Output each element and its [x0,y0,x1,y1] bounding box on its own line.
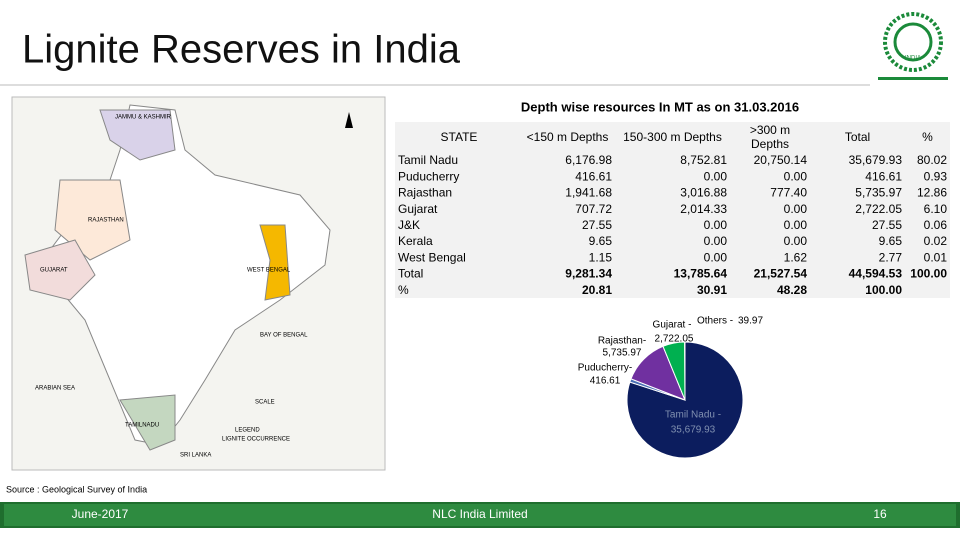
table-cell: 20,750.14 [754,153,808,167]
pie-chart: Tamil Nadu - 35,679.93 Puducherry- 416.61 Ra… [578,316,763,459]
table-cell: 0.00 [704,250,728,264]
table-cell: 416.61 [865,169,902,183]
title-rule [0,84,870,86]
map-label: TAMILNADU [125,423,159,429]
table-header: >300 m Depths [750,123,790,151]
table-cell: 416.61 [575,169,612,183]
table-cell: 27.55 [872,218,902,232]
table-cell: 100.00 [910,267,947,281]
logo-text: INDIA [905,56,921,62]
table-cell: 13,785.64 [674,267,728,281]
map-label: RAJASTHAN [88,218,124,224]
table-header: STATE [441,130,478,144]
pie-value-label: 416.61 [590,376,621,387]
table-cell: 777.40 [770,186,807,200]
table-header: 150-300 m Depths [623,130,722,144]
table-cell: 0.02 [924,234,948,248]
table-caption: Depth wise resources In MT as on 31.03.2… [521,99,799,114]
table-cell: 0.00 [784,234,808,248]
footer-inner [4,504,956,526]
table-bg [395,122,950,298]
map-label: GUJARAT [40,268,68,274]
table-cell: 1.62 [784,250,808,264]
map-label: SCALE [255,400,275,406]
table-cell: % [398,283,409,297]
table-cell: J&K [398,218,420,232]
pie-label: Gujarat - [653,320,692,331]
map-label: LEGEND [235,428,260,434]
table-cell: Tamil Nadu [398,153,458,167]
map-label: WEST BENGAL [247,268,291,274]
table-cell: 9,281.34 [565,267,612,281]
table-cell: 707.72 [575,202,612,216]
table-cell: 0.00 [784,169,808,183]
table-cell: 100.00 [865,283,902,297]
table-cell: 44,594.53 [849,267,903,281]
map: JAMMU & KASHMIR RAJASTHAN GUJARAT WEST B… [11,96,386,471]
map-label: BAY OF BENGAL [260,333,308,339]
table-cell: 2,014.33 [680,202,727,216]
table-cell: 30.91 [697,283,727,297]
map-label: JAMMU & KASHMIR [115,115,172,121]
table-cell: 12.86 [917,186,947,200]
table-cell: West Bengal [398,250,466,264]
pie-value-label: 39.97 [738,316,763,327]
title: Lignite Reserves in India [22,28,461,72]
table-cell: Puducherry [398,169,459,183]
table-cell: 0.00 [784,202,808,216]
table-header: % [922,130,933,144]
table-cell: 6,176.98 [565,153,612,167]
pie-value-label: 35,679.93 [671,425,716,436]
table-cell: 0.00 [784,218,808,232]
table-cell: Kerala [398,234,433,248]
map-label: ARABIAN SEA [35,386,75,392]
pie-label: Rajasthan- [598,336,646,347]
table-cell: 5,735.97 [855,186,902,200]
table-cell: 21,527.54 [754,267,808,281]
table-cell: 1,941.68 [565,186,612,200]
logo: INDIA [878,12,948,80]
table-cell: 48.28 [777,283,807,297]
table-header: <150 m Depths [527,130,609,144]
table-cell: 6.10 [924,202,948,216]
pie-label: Others - [697,316,733,327]
table-cell: 1.15 [589,250,613,264]
table-header: Total [845,130,870,144]
table-cell: 0.01 [924,250,948,264]
table-cell: 35,679.93 [849,153,903,167]
pie-label: Tamil Nadu - [665,410,721,421]
table-cell: Total [398,267,423,281]
table: STATE <150 m Depths 150-300 m Depths >300 m… [395,122,950,298]
table-cell: 80.02 [917,153,947,167]
table-cell: 27.55 [582,218,612,232]
table-cell: 9.65 [879,234,903,248]
pie-slice [626,341,744,459]
table-cell: 20.81 [582,283,612,297]
table-cell: Gujarat [398,202,438,216]
table-cell: 0.00 [704,234,728,248]
map-label: SRI LANKA [180,453,211,459]
table-cell: 9.65 [589,234,613,248]
footer-date: June-2017 [72,507,129,521]
pie-value-label: 2,722.05 [655,334,694,345]
table-cell: 0.00 [704,218,728,232]
table-cell: 3,016.88 [680,186,727,200]
pie-value-label: 5,735.97 [603,348,642,359]
footer-page: 16 [873,507,887,521]
map-label: LIGNITE OCCURRENCE [222,437,290,443]
pie-label: Puducherry- [578,363,632,374]
table-cell: 2,722.05 [855,202,902,216]
table-cell: 2.77 [879,250,903,264]
footer-org: NLC India Limited [432,507,527,521]
table-cell: Rajasthan [398,186,452,200]
source: Source : Geological Survey of India [6,484,147,494]
table-cell: 0.93 [924,169,948,183]
table-cell: 0.00 [704,169,728,183]
table-cell: 8,752.81 [680,153,727,167]
table-cell: 0.06 [924,218,948,232]
